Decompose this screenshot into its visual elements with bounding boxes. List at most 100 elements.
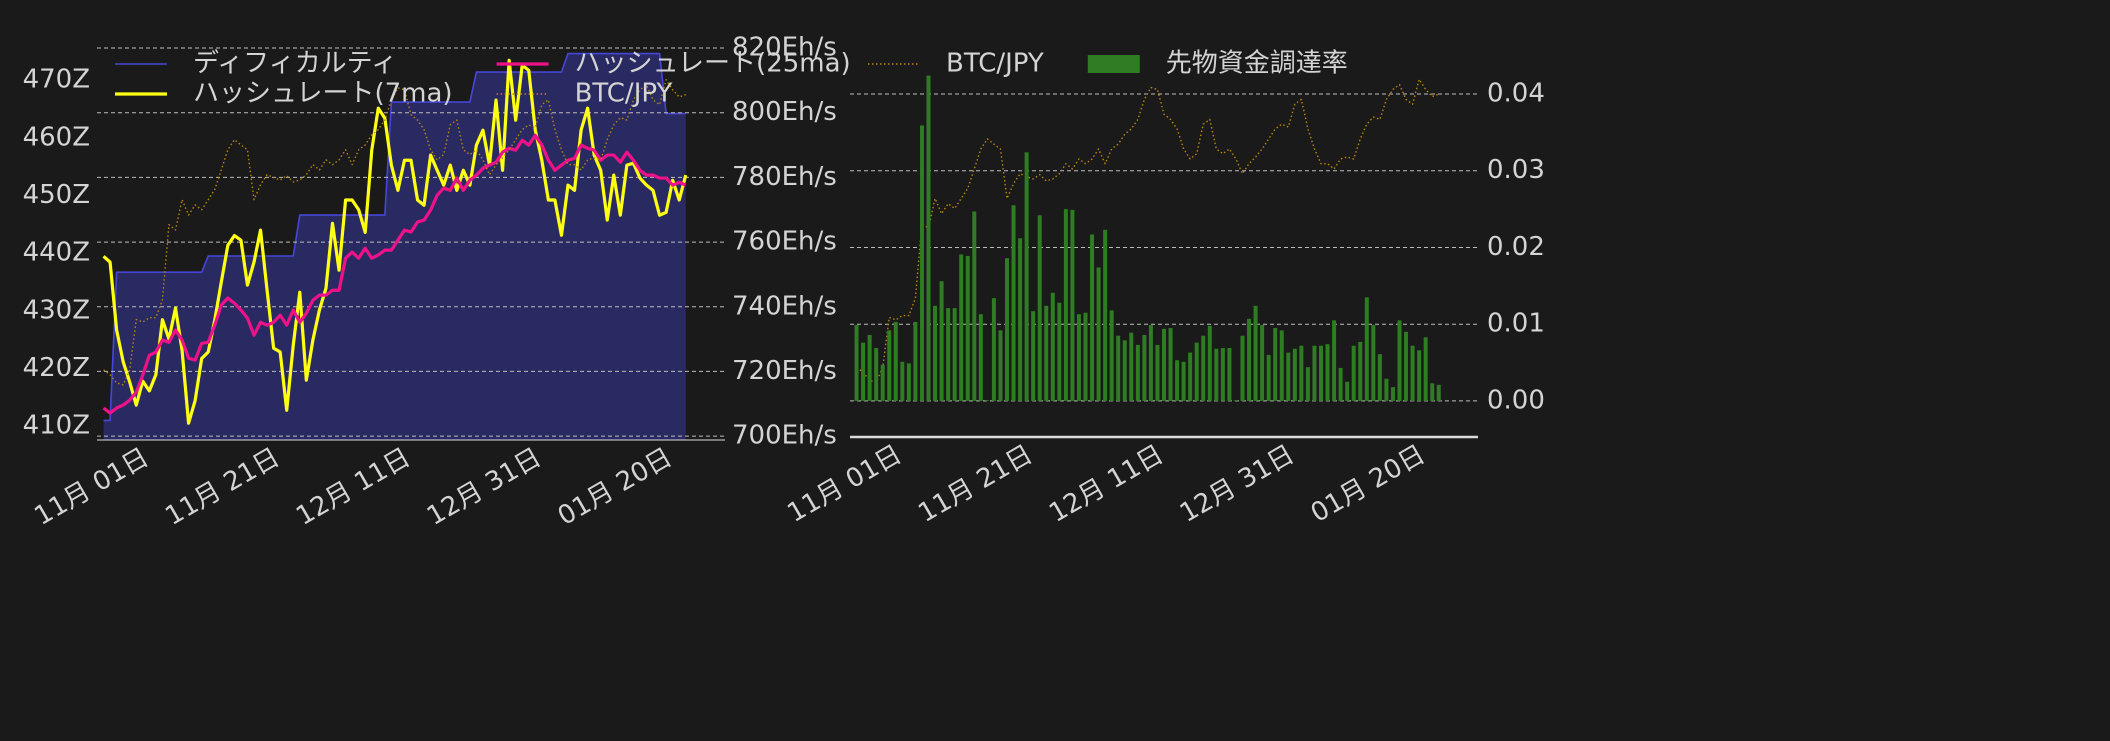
bar [1044,305,1049,401]
bar [998,330,1003,401]
bar [861,342,866,401]
x-tick-label: 11月 21日 [160,443,284,532]
y2-tick-label: 740Eh/s [732,291,837,321]
bar [887,330,892,401]
x-tick-label: 01月 20日 [1306,440,1430,529]
bar [1037,215,1042,401]
bar [1076,314,1081,401]
bar [985,400,990,401]
line [102,58,688,425]
bar [1175,360,1180,401]
y2-tick-label: 800Eh/s [732,97,837,127]
y-tick-label: 0.03 [1487,155,1545,185]
bar [854,324,859,401]
bar [1273,328,1278,401]
chart: 410Z 420Z 430Z 440Z 450Z 460Z 470Z 700Eh/s 720Eh… [23,33,851,532]
bar [1338,367,1343,401]
bar [1109,310,1114,401]
bar [1168,328,1173,401]
bar [900,361,905,401]
bar [1345,381,1350,401]
y2-tick-label: 720Eh/s [732,356,837,386]
bar [1423,337,1428,401]
bar [1194,342,1199,401]
legend-label: ハッシュレート(7ma) [193,79,453,109]
bar [1292,348,1297,401]
bar [1417,350,1422,401]
bar [1116,335,1121,401]
bar [1377,354,1382,401]
mark-layer [102,58,688,425]
x-tick-label: 12月 31日 [422,443,546,532]
bar [1430,383,1435,401]
bar [1325,344,1330,401]
bar [1358,341,1363,401]
bar [972,211,977,401]
line [856,78,1439,383]
bar [1188,352,1193,401]
bar [1397,320,1402,401]
bar [965,255,970,401]
x-tick-label: 11月 01日 [783,440,907,529]
chart: 0.00 0.01 0.02 0.03 0.04 11月 01日 11月 21日 12月 11… [783,49,1545,529]
legend-label: ディフィカルティ [193,49,397,79]
line [102,133,687,415]
y2-tick-label: 820Eh/s [732,33,837,63]
bar [1279,330,1284,401]
x-tick-label: 01月 20日 [553,443,677,532]
y-tick-label: 420Z [23,353,90,383]
y-tick-label: 450Z [23,180,90,210]
bar [1011,205,1016,401]
bar [1384,378,1389,401]
bar [946,308,951,401]
x-tick-label: 11月 01日 [30,443,154,532]
bar [1181,361,1186,401]
legend-label: BTC/JPY [946,49,1044,79]
bar [913,321,918,401]
bar [1142,334,1147,401]
bar [1122,340,1127,401]
bar [880,364,885,401]
bar [1129,332,1134,401]
bar [978,314,983,401]
bar [1096,267,1101,401]
y-tick-label: 0.02 [1487,232,1545,262]
legend-label: 先物資金調達率 [1166,49,1348,79]
bar [1135,344,1140,401]
bar [933,305,938,401]
bar [874,347,879,401]
y-tick-label: 0.00 [1487,385,1545,415]
bar [1024,152,1029,401]
bar [1332,320,1337,401]
bar [926,75,931,401]
bar [906,363,911,401]
bar [1305,367,1310,401]
y-tick-label: 410Z [23,411,90,441]
bar [1233,400,1238,401]
line [103,52,686,422]
bar [1390,387,1395,401]
y2-tick-label: 700Eh/s [732,421,837,451]
bar [1148,324,1153,401]
y2-tick-label: 760Eh/s [732,227,837,257]
bar [1227,347,1232,401]
x-tick-label: 12月 11日 [291,443,415,532]
bar [1371,324,1376,401]
bar [1319,345,1323,401]
y-tick-label: 470Z [23,65,90,95]
bar [1266,354,1271,401]
bar [1312,345,1317,401]
bar [919,125,924,401]
bar [1090,234,1095,401]
bar [1031,311,1036,401]
bar [1404,331,1409,401]
bar [1240,335,1245,401]
x-tick-label: 12月 11日 [1044,440,1168,529]
grid-layer [97,47,725,441]
bar [1005,258,1009,401]
y-tick-label: 0.04 [1487,79,1545,109]
bar [991,298,996,401]
bar [1083,312,1088,401]
y2-tick-label: 780Eh/s [732,162,837,192]
